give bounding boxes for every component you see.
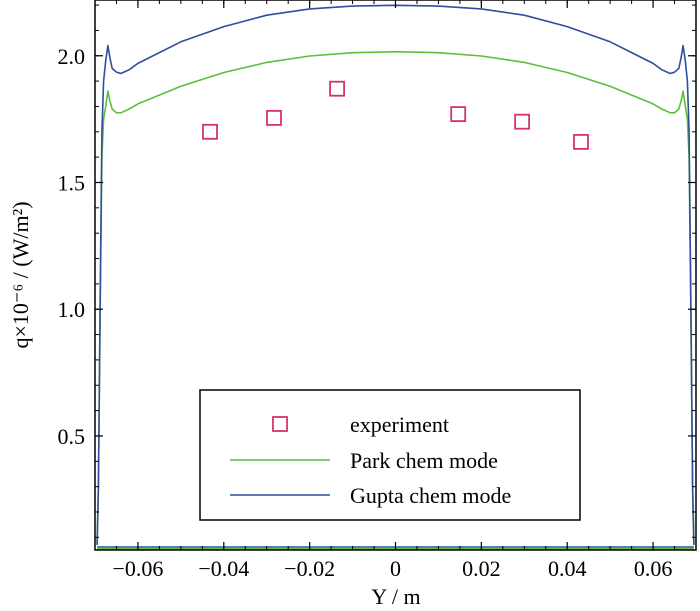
y-tick-label: 1.0 bbox=[58, 297, 86, 322]
experiment-point bbox=[329, 80, 346, 97]
x-tick-label: −0.06 bbox=[112, 556, 163, 581]
experiment-point bbox=[450, 106, 467, 122]
legend-gupta-label: Gupta chem mode bbox=[350, 483, 511, 508]
y-axis-title: q×10⁻⁶ / (W/m²) bbox=[8, 201, 33, 348]
experiment-point bbox=[202, 123, 218, 140]
y-tick-label: 2.0 bbox=[58, 44, 86, 69]
x-tick-label: 0.04 bbox=[548, 556, 587, 581]
legend-park-label: Park chem mode bbox=[350, 448, 498, 473]
experiment-markers bbox=[202, 80, 589, 150]
x-tick-label: 0.02 bbox=[462, 556, 501, 581]
x-tick-label: −0.02 bbox=[284, 556, 335, 581]
x-axis-title: Y / m bbox=[371, 584, 420, 609]
series-line-0 bbox=[96, 50, 695, 545]
y-tick-label: 1.5 bbox=[58, 170, 86, 195]
y-tick-label: 0.5 bbox=[58, 424, 86, 449]
experiment-point bbox=[514, 113, 530, 130]
legend-experiment-label: experiment bbox=[350, 412, 449, 437]
legend-experiment-marker bbox=[272, 416, 288, 432]
experiment-point bbox=[573, 133, 589, 150]
legend: experiment Park chem mode Gupta chem mod… bbox=[199, 389, 581, 521]
x-tick-label: 0 bbox=[390, 556, 401, 581]
x-tick-label: −0.04 bbox=[198, 556, 249, 581]
axis-ticks: −0.06 −0.04 −0.02 0 0.02 0.04 0.06 0.5 1.0 1.5 2.0 bbox=[58, 0, 697, 581]
experiment-point bbox=[266, 110, 282, 126]
x-tick-label: 0.06 bbox=[634, 556, 673, 581]
legend-box bbox=[199, 389, 581, 521]
